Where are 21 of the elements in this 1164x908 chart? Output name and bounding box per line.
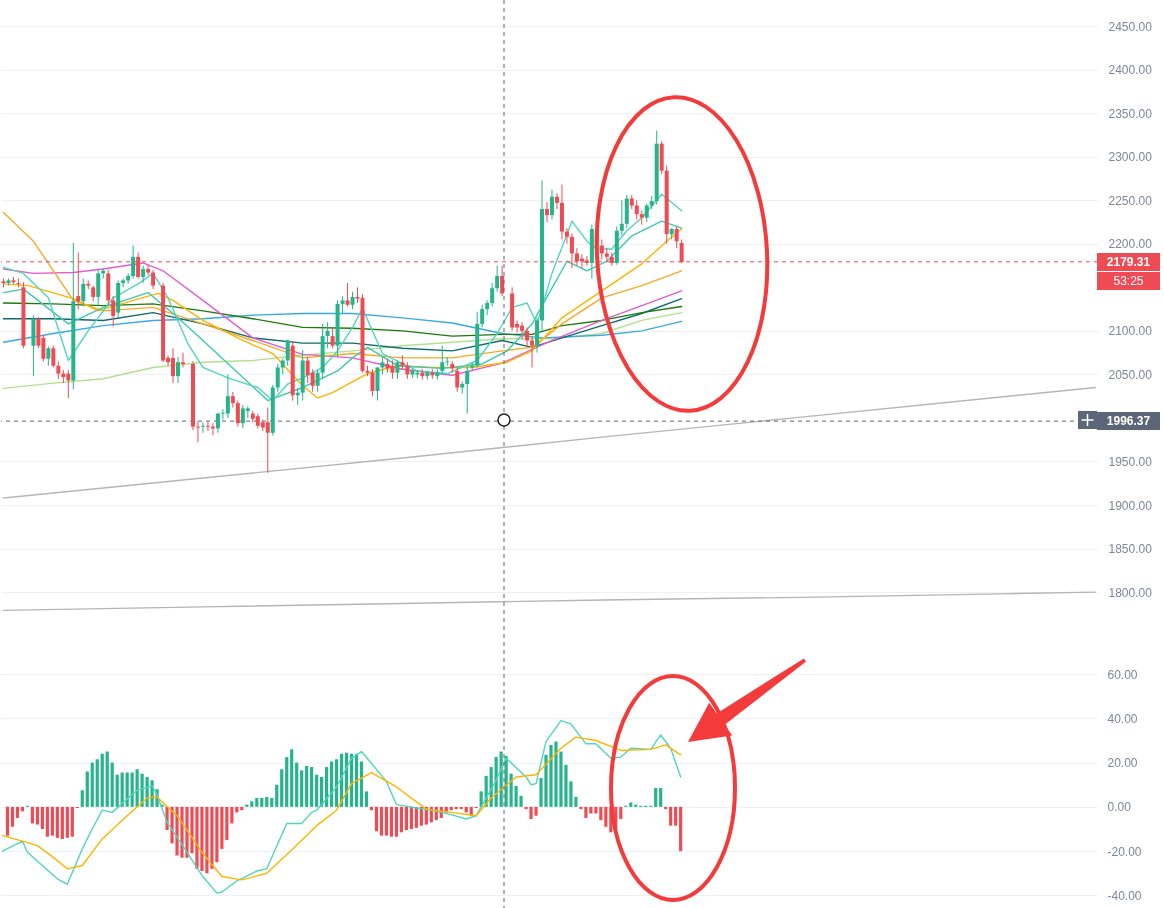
text: 53:25: [1097, 271, 1160, 290]
y-tick-label: 40.00: [1107, 711, 1138, 726]
y-tick-label: 2250.00: [1108, 193, 1153, 208]
y-tick-label: 2450.00: [1108, 19, 1153, 34]
ref-line-label: 1996.37: [1097, 412, 1160, 431]
y-tick-label: 0.00: [1107, 800, 1132, 815]
y-tick-label: -40.00: [1107, 888, 1142, 903]
y-tick-label: -20.00: [1107, 844, 1142, 859]
y-tick-label: 2350.00: [1108, 106, 1153, 121]
y-tick-label: 2100.00: [1108, 324, 1153, 339]
y-tick-label: 2050.00: [1108, 367, 1153, 382]
y-tick-label: 2400.00: [1108, 63, 1153, 78]
y-tick-label: 1950.00: [1108, 455, 1153, 469]
y-tick-label: 60.00: [1107, 667, 1138, 682]
ref-line-label: 2179.31: [1097, 252, 1160, 271]
y-tick-label: 1900.00: [1108, 498, 1153, 513]
y-tick-label: 2300.00: [1108, 150, 1153, 165]
y-tick-label: 1800.00: [1108, 585, 1153, 600]
y-tick-label: 1850.00: [1108, 542, 1153, 557]
y-tick-label: 2200.00: [1108, 237, 1153, 252]
y-tick-label: 20.00: [1107, 756, 1138, 771]
